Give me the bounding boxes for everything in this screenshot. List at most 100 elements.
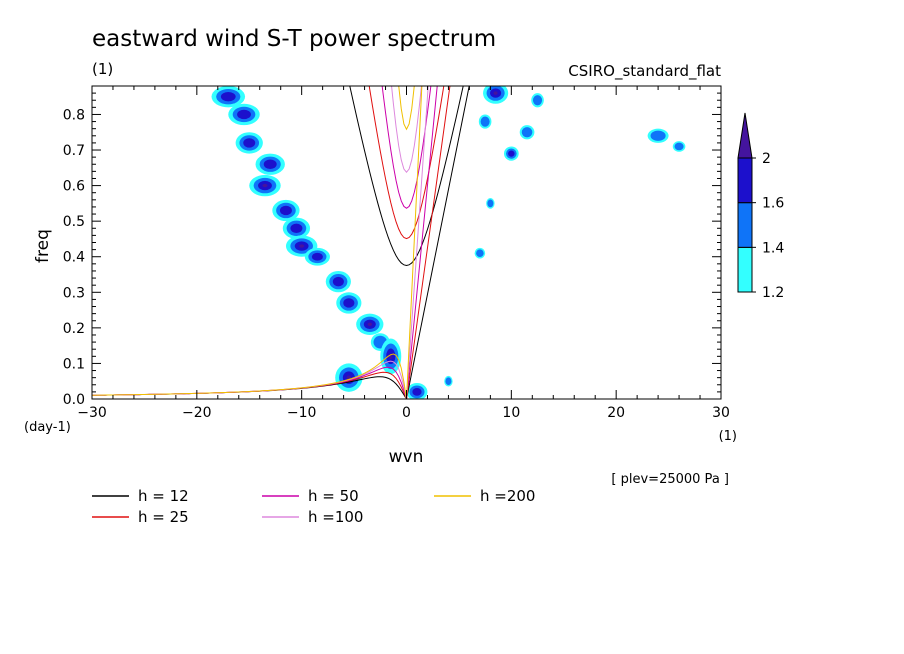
rossby-wave-curve: [92, 353, 407, 399]
x-tick-label: −10: [287, 405, 317, 421]
colorbar-segment: [737, 202, 753, 248]
legend-label-h25: h = 25: [138, 508, 189, 526]
y-tick-label: 0.6: [63, 179, 85, 195]
chart-title: eastward wind S-T power spectrum: [92, 26, 496, 52]
power-blob-24: [647, 128, 669, 143]
x-tick-label: 10: [502, 405, 520, 421]
power-blob-22: [486, 198, 495, 209]
power-level-2: [290, 223, 303, 233]
power-blob-11: [356, 313, 384, 335]
power-blob-16: [483, 86, 509, 104]
kelvin-wave-curve: [406, 86, 438, 399]
plot-frame: [91, 85, 722, 400]
y-tick-label: 0.0: [63, 392, 85, 408]
y-tick-label: 0.4: [63, 250, 85, 266]
power-blob-8: [304, 247, 330, 266]
dispersion-curves-h50: [92, 86, 438, 399]
power-blob-10: [336, 292, 362, 314]
colorbar-arrow: [737, 112, 753, 159]
kelvin-wave-curve: [406, 86, 429, 399]
inertia-gravity-curve: [349, 86, 464, 267]
colorbar-label: 2: [762, 151, 771, 167]
power-blob-20: [531, 93, 544, 108]
kelvin-wave-curve: [406, 86, 470, 399]
x-tick-label: 30: [712, 405, 730, 421]
power-blob-15: [406, 382, 428, 399]
x-tick-label: −30: [77, 405, 107, 421]
power-level-2: [263, 159, 277, 169]
power-level-2: [332, 276, 344, 287]
power-level-3: [262, 183, 268, 188]
inertia-gravity-curve: [398, 86, 415, 131]
power-level-2: [508, 150, 515, 157]
power-blob-19: [519, 125, 535, 140]
power-blob-5: [272, 199, 300, 222]
power-blob-2: [235, 132, 263, 154]
power-level-3: [367, 322, 372, 327]
power-blob-17: [478, 114, 492, 129]
power-level-3: [299, 244, 305, 248]
legend: h = 12 h = 25 h = 50 h =100 h =200: [92, 487, 535, 526]
colorbar-segment: [737, 246, 753, 293]
inertia-gravity-curve: [381, 86, 432, 209]
legend-label-h100: h =100: [308, 508, 363, 526]
dispersion-curves-h12: [92, 86, 470, 399]
x-tick-label: 20: [607, 405, 625, 421]
model-label: CSIRO_standard_flat: [568, 62, 721, 81]
power-level-2: [279, 205, 292, 216]
legend-label-h50: h = 50: [308, 487, 359, 505]
inertia-gravity-curve: [368, 86, 445, 240]
y-axis-label: freq: [33, 229, 53, 263]
power-level-3: [493, 91, 498, 95]
y-tick-label: 0.1: [63, 356, 85, 372]
axes: −30 −20 −10 0 10 20 30 0.0 0.1 0.2 0.3 0.4 0.5 0.6 0.7…: [63, 86, 730, 421]
dispersion-curves-h100: [92, 86, 429, 399]
units-label: (1): [92, 60, 113, 78]
y-units-label: (day-1): [24, 420, 71, 435]
dispersion-curves-h200: [92, 86, 423, 399]
y-tick-label: 0.5: [63, 214, 85, 230]
rossby-wave-curve: [92, 376, 407, 399]
power-level-1: [445, 377, 452, 386]
dispersion-curves-h25: [92, 86, 451, 399]
colorbar-label: 1.2: [762, 285, 784, 301]
power-level-2: [237, 109, 251, 120]
legend-label-h12: h = 12: [138, 487, 189, 505]
x-tick-label: 0: [402, 405, 411, 421]
power-level-1: [476, 249, 484, 258]
power-level-2: [343, 298, 355, 308]
level-note: [ plev=25000 Pa ]: [611, 472, 729, 487]
power-level-1: [521, 127, 533, 138]
power-blob-0: [211, 86, 246, 108]
power-level-1: [674, 142, 684, 151]
x-units-label: (1): [719, 429, 737, 444]
power-blob-4: [249, 174, 281, 197]
inertia-gravity-curve: [391, 86, 422, 173]
power-level-1: [533, 95, 543, 106]
power-blob-25: [672, 141, 686, 152]
kelvin-wave-curve: [406, 86, 451, 399]
plot-area: [92, 86, 686, 399]
y-tick-label: 0.3: [63, 285, 85, 301]
power-level-1: [650, 130, 666, 141]
power-level-2: [311, 252, 323, 261]
power-blob-9: [325, 270, 351, 293]
x-tick-label: −20: [182, 405, 212, 421]
y-tick-label: 0.7: [63, 143, 85, 159]
power-blob-18: [503, 146, 519, 161]
legend-label-h200: h =200: [480, 487, 535, 505]
x-axis-label: wvn: [389, 447, 424, 467]
colorbar: 1.2 1.4 1.6 2: [737, 112, 784, 301]
power-level-1: [480, 116, 490, 127]
power-level-2: [220, 91, 236, 102]
colorbar-label: 1.4: [762, 240, 784, 256]
power-level-2: [243, 138, 256, 148]
colorbar-segment: [737, 157, 753, 204]
power-blob-21: [474, 247, 486, 259]
colorbar-label: 1.6: [762, 196, 784, 212]
y-tick-label: 0.8: [63, 107, 85, 123]
kelvin-wave-curve: [406, 86, 423, 399]
power-blob-1: [228, 103, 260, 126]
power-blob-23: [444, 375, 453, 387]
